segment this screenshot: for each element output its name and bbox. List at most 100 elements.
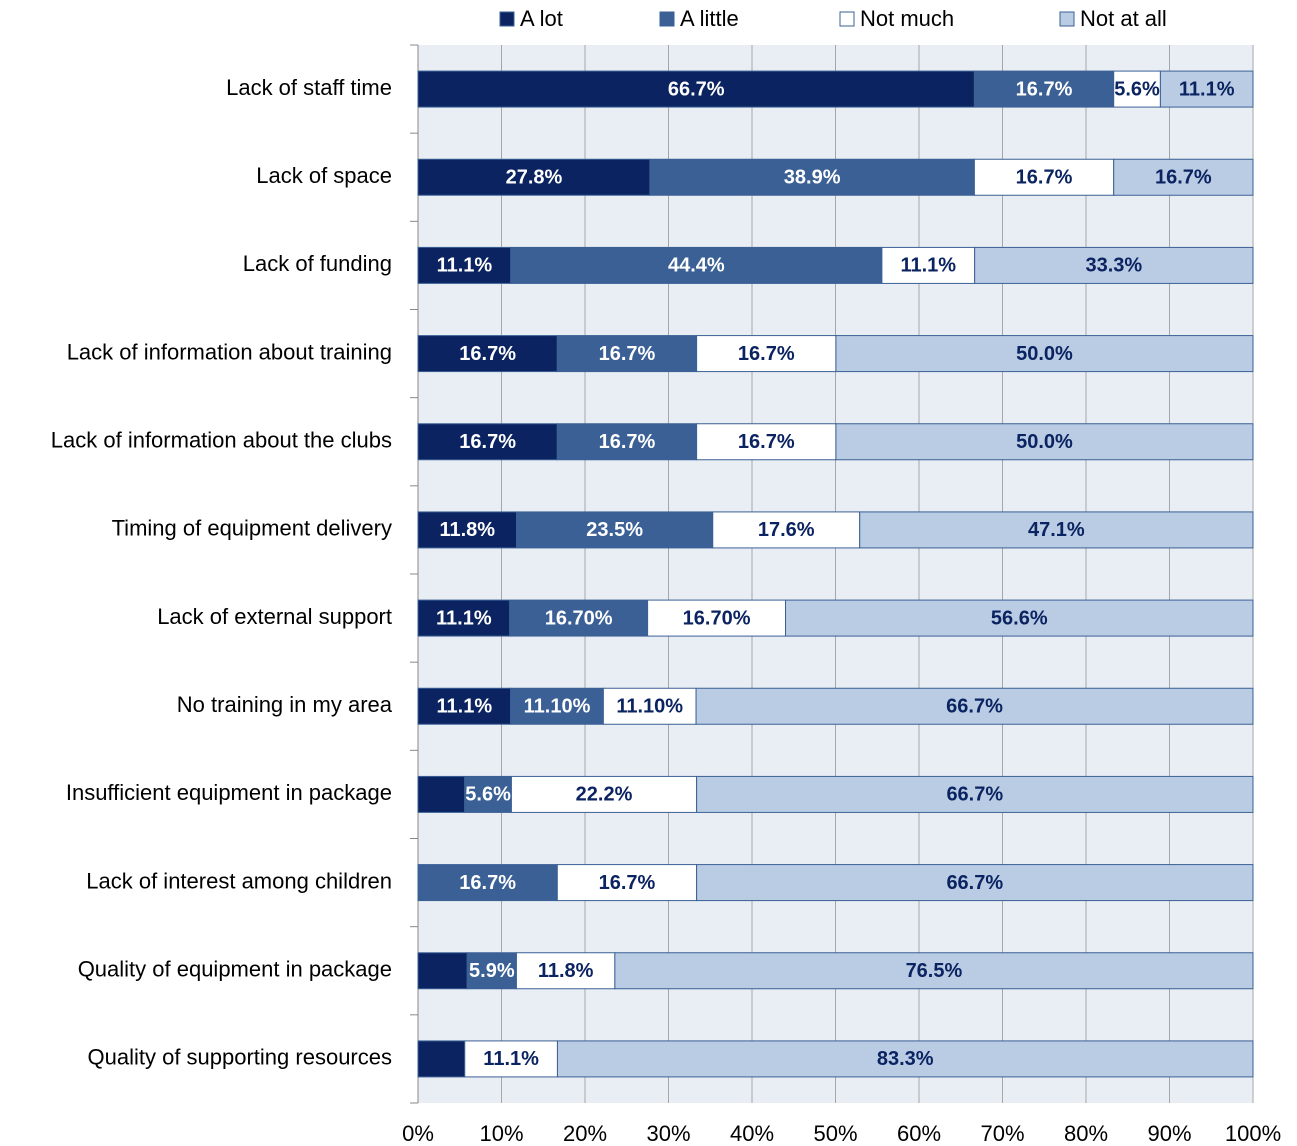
data-label: 5.6% [465, 784, 511, 806]
data-label: 22.2% [576, 784, 633, 806]
legend-swatch [839, 11, 855, 27]
y-tick-label: Lack of interest among children [86, 868, 392, 893]
data-label: 66.7% [946, 872, 1003, 894]
y-tick-label: Insufficient equipment in package [66, 780, 392, 805]
x-tick-label: 20% [563, 1121, 607, 1146]
data-label: 83.3% [877, 1048, 934, 1070]
bar-segment [464, 1040, 558, 1078]
bar-segment [835, 423, 1254, 461]
data-label: 11.1% [437, 696, 493, 718]
x-tick-label: 70% [980, 1121, 1024, 1146]
data-label: 16.7% [599, 343, 656, 365]
x-tick-label: 100% [1225, 1121, 1281, 1146]
data-label: 11.8% [538, 960, 594, 982]
data-label: 16.7% [459, 431, 516, 453]
bar-segment [417, 687, 512, 725]
data-label: 23.5% [586, 519, 643, 541]
bar-segment [696, 864, 1254, 902]
data-label: 16.7% [1016, 78, 1073, 100]
data-label: 50.0% [1016, 431, 1073, 453]
data-label: 66.7% [946, 784, 1003, 806]
x-tick-label: 90% [1147, 1121, 1191, 1146]
bar-segment [466, 952, 517, 990]
y-tick-label: Lack of space [256, 163, 392, 188]
bar-segment [1113, 70, 1161, 108]
data-label: 66.7% [668, 78, 725, 100]
bar-segment [417, 1040, 466, 1078]
bar-segment [556, 423, 698, 461]
data-label: 11.8% [439, 519, 495, 541]
y-tick-label: Lack of information about the clubs [51, 428, 392, 453]
y-tick-label: No training in my area [177, 692, 393, 717]
bar-segment [464, 775, 512, 813]
bar-segment [1159, 70, 1254, 108]
data-label: 56.6% [991, 607, 1048, 629]
data-label: 11.10% [524, 696, 591, 718]
data-label: 11.1% [483, 1048, 539, 1070]
data-label: 47.1% [1028, 519, 1085, 541]
data-label: 5.9% [469, 960, 515, 982]
data-label: 5.6% [1114, 78, 1160, 100]
bar-segment [417, 511, 518, 549]
data-label: 16.70% [683, 607, 751, 629]
legend-swatch [1059, 11, 1075, 27]
bar-segment [614, 952, 1254, 990]
bar-segment [417, 864, 558, 902]
data-label: 76.5% [906, 960, 963, 982]
bar-segment [881, 246, 976, 284]
bar-segment [509, 599, 649, 637]
legend-label: Not at all [1080, 6, 1167, 31]
y-tick-label: Quality of supporting resources [88, 1045, 393, 1070]
y-tick-label: Timing of equipment delivery [112, 516, 392, 541]
x-tick-label: 0% [402, 1121, 434, 1146]
bar-segment [1113, 158, 1254, 196]
bar-segment [417, 158, 651, 196]
data-label: 50.0% [1016, 343, 1073, 365]
x-tick-label: 80% [1064, 1121, 1108, 1146]
data-label: 16.7% [599, 431, 656, 453]
bar-segment [515, 952, 616, 990]
bar-segment [695, 687, 1254, 725]
bar-segment [417, 775, 466, 813]
data-label: 16.7% [459, 872, 516, 894]
bar-segment [785, 599, 1254, 637]
data-label: 16.70% [545, 607, 613, 629]
data-label: 17.6% [758, 519, 815, 541]
x-tick-label: 10% [479, 1121, 523, 1146]
data-label: 27.8% [506, 167, 563, 189]
legend-label: Not much [860, 6, 954, 31]
x-tick-label: 50% [813, 1121, 857, 1146]
bar-segment [417, 952, 468, 990]
y-tick-label: Lack of staff time [226, 75, 392, 100]
data-label: 16.7% [1016, 167, 1073, 189]
data-label: 11.1% [437, 255, 493, 277]
legend-label: A little [680, 6, 739, 31]
data-label: 66.7% [946, 696, 1003, 718]
data-label: 16.7% [738, 343, 795, 365]
bar-segment [417, 70, 975, 108]
bar-segment [859, 511, 1254, 549]
bar-segment [649, 158, 975, 196]
x-tick-label: 40% [730, 1121, 774, 1146]
y-tick-label: Lack of information about training [67, 339, 392, 364]
x-tick-label: 30% [646, 1121, 690, 1146]
bar-segment [556, 335, 698, 373]
bar-segment [835, 335, 1254, 373]
bar-segment [696, 335, 837, 373]
data-label: 44.4% [668, 255, 725, 277]
bar-segment [417, 423, 558, 461]
bar-segment [696, 775, 1254, 813]
data-label: 16.7% [459, 343, 516, 365]
data-label: 16.7% [1155, 167, 1212, 189]
legend-swatch [499, 11, 515, 27]
bar-segment [973, 158, 1115, 196]
x-tick-label: 60% [897, 1121, 941, 1146]
bar-segment [973, 70, 1115, 108]
data-label: 16.7% [599, 872, 656, 894]
data-label: 11.1% [436, 607, 492, 629]
legend-label: A lot [520, 6, 563, 31]
bar-segment [417, 599, 511, 637]
data-label: 11.1% [1179, 78, 1235, 100]
data-label: 11.1% [900, 255, 956, 277]
